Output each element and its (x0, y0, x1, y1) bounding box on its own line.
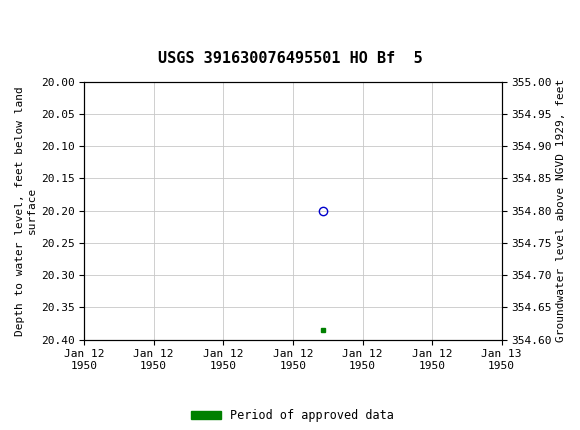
Y-axis label: Groundwater level above NGVD 1929, feet: Groundwater level above NGVD 1929, feet (556, 79, 566, 342)
Y-axis label: Depth to water level, feet below land
surface: Depth to water level, feet below land su… (15, 86, 37, 335)
FancyBboxPatch shape (3, 3, 55, 32)
Legend: Period of approved data: Period of approved data (187, 404, 399, 427)
Text: USGS 391630076495501 HO Bf  5: USGS 391630076495501 HO Bf 5 (158, 51, 422, 66)
Text: ▓USGS: ▓USGS (4, 10, 63, 25)
